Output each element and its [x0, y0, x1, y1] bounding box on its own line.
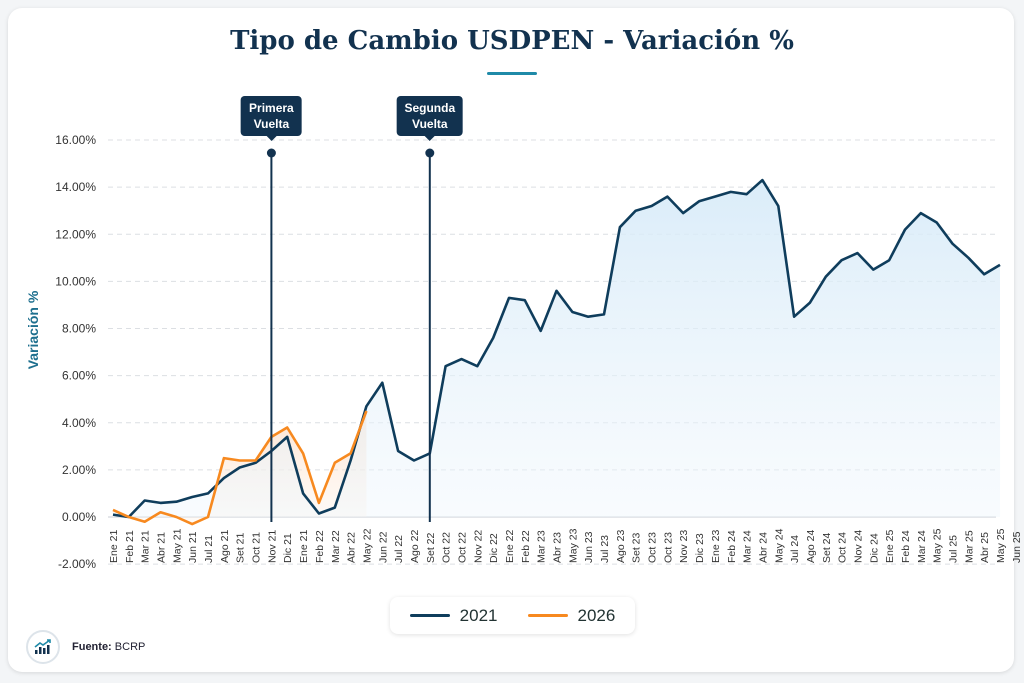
x-tick-label: Oct 21 — [251, 532, 263, 563]
x-tick-label: Oct 22 — [441, 532, 453, 563]
x-tick-label: Jul 24 — [789, 535, 801, 563]
footer: Fuente: BCRP — [26, 630, 145, 664]
x-tick-label: Abr 25 — [979, 532, 991, 563]
x-tick-label: May 25 — [995, 528, 1007, 563]
x-tick-label: May 24 — [773, 528, 785, 563]
x-tick-label: Dic 22 — [488, 533, 500, 563]
y-tick-label: -2.00% — [58, 557, 96, 571]
x-tick-label: Mar 24 — [742, 530, 754, 563]
legend-label: 2021 — [459, 605, 498, 625]
source-label: Fuente: — [72, 641, 112, 653]
x-tick-label: Jun 23 — [583, 531, 595, 563]
x-tick-label: Jul 25 — [948, 535, 960, 563]
x-tick-label: Mar 25 — [963, 530, 975, 563]
x-tick-label: Ago 23 — [615, 530, 627, 563]
x-tick-label: Jun 22 — [377, 531, 389, 563]
chart-title: Tipo de Cambio USDPEN - Variación % — [230, 26, 794, 56]
legend-swatch — [409, 614, 450, 617]
y-tick-label: 2.00% — [62, 463, 96, 477]
x-tick-label: Jul 23 — [599, 535, 611, 563]
x-tick-label: Ene 22 — [504, 530, 516, 563]
x-tick-label: Feb 24 — [726, 530, 738, 563]
x-tick-label: Mar 23 — [536, 530, 548, 563]
x-tick-label: Ago 21 — [219, 530, 231, 563]
x-tick-label: Set 23 — [631, 532, 643, 563]
x-tick-label: Ene 21 — [298, 530, 310, 563]
x-tick-label: Jul 21 — [203, 535, 215, 563]
y-tick-label: 6.00% — [62, 369, 96, 383]
y-tick-label: 12.00% — [55, 227, 96, 241]
x-tick-label: Dic 23 — [694, 533, 706, 563]
x-tick-label: May 25 — [932, 528, 944, 563]
y-tick-label: 14.00% — [55, 180, 96, 194]
x-tick-label: Dic 21 — [282, 533, 294, 563]
x-tick-label: Ago 22 — [409, 530, 421, 563]
x-tick-label: Feb 24 — [900, 530, 912, 563]
x-tick-label: Nov 21 — [266, 530, 278, 563]
event-marker-label: Segunda Vuelta — [396, 96, 464, 141]
x-tick-label: Nov 23 — [678, 530, 690, 563]
x-tick-label: Jun 25 — [1011, 531, 1023, 563]
legend-item-2026[interactable]: 2026 — [527, 605, 616, 626]
legend: 2021 2026 — [390, 597, 635, 634]
x-tick-label: Abr 21 — [156, 532, 168, 563]
x-tick-label: Ene 23 — [710, 530, 722, 563]
event-marker-label: Primera Vuelta — [241, 96, 302, 141]
x-tick-label: Jun 21 — [187, 531, 199, 563]
marker-label-line: Vuelta — [412, 117, 448, 131]
x-tick-label: Set 24 — [821, 532, 833, 563]
x-tick-label: Ene 25 — [884, 530, 896, 563]
y-tick-label: 16.00% — [55, 133, 96, 147]
x-tick-label: Mar 21 — [140, 530, 152, 563]
x-tick-label: Nov 24 — [852, 530, 864, 563]
event-marker-dot — [266, 148, 276, 158]
chart-growth-icon — [26, 630, 60, 664]
legend-item-2021[interactable]: 2021 — [409, 605, 498, 626]
x-tick-label: Set 22 — [425, 532, 437, 563]
x-tick-label: Feb 22 — [520, 530, 532, 563]
series-line-2021 — [112, 178, 1001, 519]
x-tick-label: Mar 24 — [916, 530, 928, 563]
x-tick-label: Nov 22 — [472, 530, 484, 563]
marker-label-line: Vuelta — [253, 117, 290, 131]
x-tick-label: May 21 — [171, 528, 183, 563]
x-tick-label: Set 21 — [235, 532, 247, 563]
x-tick-label: Oct 23 — [647, 532, 659, 563]
x-tick-label: Dic 24 — [868, 533, 880, 563]
event-marker-dot — [425, 148, 435, 158]
x-tick-label: Abr 24 — [757, 532, 769, 563]
y-tick-label: 8.00% — [62, 322, 96, 336]
y-tick-label: 4.00% — [62, 416, 96, 430]
x-tick-label: Ene 21 — [108, 530, 120, 563]
marker-label-line: Primera — [249, 101, 294, 115]
x-tick-label: Jul 22 — [393, 535, 405, 563]
x-tick-label: May 22 — [361, 528, 373, 563]
legend-swatch — [527, 614, 568, 617]
legend-label: 2026 — [577, 605, 616, 625]
source-value: BCRP — [114, 641, 146, 653]
series-line-2026 — [112, 410, 368, 526]
x-tick-label: Feb 22 — [314, 530, 326, 563]
y-tick-label: 0.00% — [62, 510, 96, 524]
x-tick-label: Abr 23 — [552, 532, 564, 563]
marker-label-line: Segunda — [404, 101, 456, 115]
x-tick-label: Oct 24 — [837, 532, 849, 563]
x-tick-label: Mar 22 — [330, 530, 342, 563]
x-tick-label: May 23 — [567, 528, 579, 563]
x-tick-label: Oct 23 — [662, 532, 674, 563]
y-tick-label: 10.00% — [55, 274, 96, 288]
title-underline — [487, 72, 537, 75]
x-tick-label: Oct 22 — [456, 532, 468, 563]
x-tick-label: Feb 21 — [124, 530, 136, 563]
series-area-2021 — [113, 180, 1001, 517]
x-tick-label: Ago 24 — [805, 530, 817, 563]
x-tick-label: Abr 22 — [346, 532, 358, 563]
